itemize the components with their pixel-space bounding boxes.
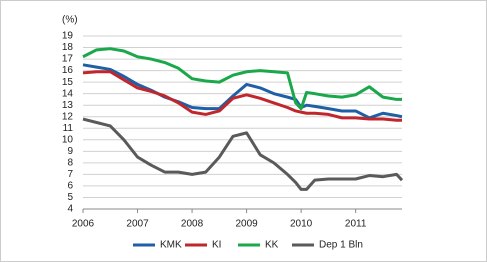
y-tick-label: 6 bbox=[67, 181, 73, 192]
x-tick-label: 2010 bbox=[290, 219, 313, 230]
y-axis-label: (%) bbox=[62, 15, 78, 26]
y-tick-label: 12 bbox=[62, 111, 74, 122]
legend-label: Dep 1 Bln bbox=[319, 240, 363, 251]
x-tick-label: 2007 bbox=[126, 219, 149, 230]
legend-label: KMK bbox=[160, 240, 182, 251]
y-tick-label: 10 bbox=[62, 134, 74, 145]
x-tick-label: 2006 bbox=[72, 219, 95, 230]
y-tick-label: 16 bbox=[62, 65, 74, 76]
legend-label: KK bbox=[265, 240, 279, 251]
y-tick-label: 11 bbox=[63, 123, 74, 134]
y-tick-label: 4 bbox=[67, 204, 73, 215]
y-tick-label: 7 bbox=[67, 169, 73, 180]
x-tick-label: 2008 bbox=[181, 219, 204, 230]
line-series bbox=[82, 70, 402, 122]
y-tick-label: 13 bbox=[62, 100, 74, 111]
legend-label: KI bbox=[212, 240, 221, 251]
y-tick-label: 5 bbox=[67, 192, 73, 203]
y-tick-label: 18 bbox=[62, 42, 74, 53]
line-series bbox=[82, 117, 404, 191]
y-tick-label: 14 bbox=[62, 88, 74, 99]
y-tick-label: 15 bbox=[62, 77, 74, 88]
x-tick-label: 2009 bbox=[235, 219, 258, 230]
y-tick-label: 17 bbox=[62, 54, 74, 65]
line-series bbox=[82, 47, 402, 111]
y-tick-label: 9 bbox=[67, 146, 73, 157]
y-tick-label: 8 bbox=[67, 158, 73, 169]
y-tick-label: 19 bbox=[62, 31, 74, 42]
x-tick-label: 2011 bbox=[345, 219, 367, 230]
line-series bbox=[82, 63, 403, 120]
